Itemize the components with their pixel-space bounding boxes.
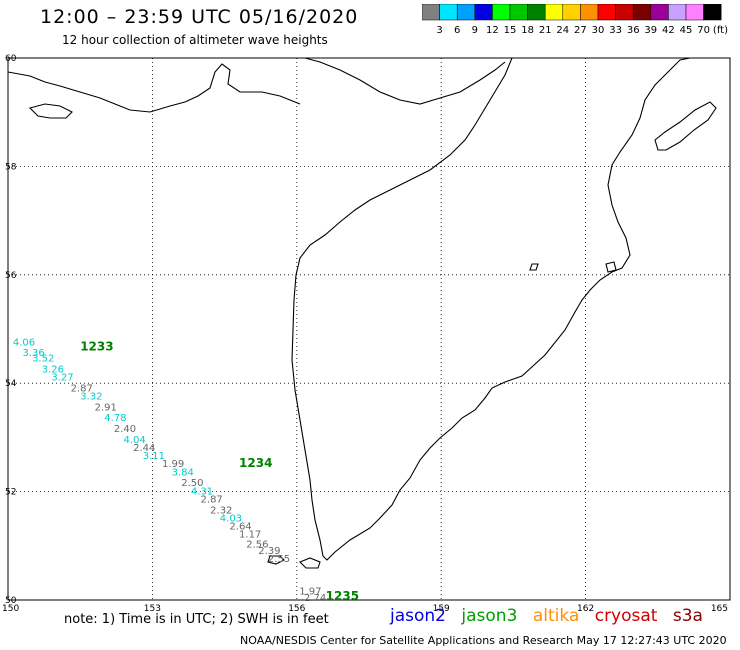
pass-labels: 1233 1234 1235 <box>80 340 359 603</box>
legend-label: 30 <box>592 25 605 36</box>
legend-label: 36 <box>627 25 640 36</box>
longitude-label: 153 <box>144 604 161 614</box>
wave-height-value: 2.32 <box>210 505 232 516</box>
legend-label: 39 <box>644 25 657 36</box>
wave-height-value: 1.17 <box>239 530 261 541</box>
satellite-s3a: s3a <box>672 606 703 626</box>
wave-height-value: 2.40 <box>114 424 136 435</box>
wave-height-value: 3.36 <box>22 348 44 359</box>
longitude-labels: 150 153 156 159 162 165 <box>2 604 728 614</box>
longitude-label: 159 <box>433 604 450 614</box>
satellite-legend: jason2 jason3 altika cryosat s3a <box>390 606 713 626</box>
pass-number: 1235 <box>326 589 359 603</box>
legend-label: 27 <box>574 25 587 36</box>
pass-number: 1233 <box>80 340 113 354</box>
footer-note: note: 1) Time is in UTC; 2) SWH is in fe… <box>64 612 329 627</box>
legend-label: 3 <box>436 25 442 36</box>
latitude-labels: 60 58 56 54 52 50 <box>5 54 17 606</box>
legend-label: 12 <box>486 25 499 36</box>
wave-height-value: 4.78 <box>104 413 126 424</box>
wave-height-value: 2.39 <box>258 546 280 557</box>
legend-label: 45 <box>680 25 693 36</box>
wave-height-value: 2.74 <box>304 593 326 604</box>
latitude-label: 50 <box>5 596 17 606</box>
longitude-label: 162 <box>577 604 594 614</box>
legend-label: 21 <box>539 25 552 36</box>
wave-height-value: 2.55 <box>268 554 290 565</box>
wave-height-legend: 3 6 9 12 15 18 21 24 27 30 33 36 39 42 45 70 (ft) <box>422 4 728 36</box>
kamchatka-west-coast <box>291 57 691 561</box>
wave-height-value: 4.03 <box>220 513 242 524</box>
wave-height-value: 4.31 <box>191 486 213 497</box>
wave-height-value: 3.27 <box>51 372 73 383</box>
longitude-label: 156 <box>288 604 305 614</box>
karaginsky-island <box>654 101 717 151</box>
pass-number: 1234 <box>239 456 272 470</box>
latitude-label: 52 <box>5 488 16 498</box>
satellite-jason3: jason3 <box>461 606 518 626</box>
wave-height-value: 2.64 <box>229 522 251 533</box>
legend-label: 9 <box>472 25 478 36</box>
latitude-label: 54 <box>5 379 17 389</box>
map-frame <box>7 57 731 601</box>
coastline <box>7 57 717 569</box>
wave-height-value: 3.84 <box>172 467 194 478</box>
satellite-altika: altika <box>532 606 580 626</box>
legend-label: 6 <box>454 25 460 36</box>
wave-height-value: 1.99 <box>162 459 184 470</box>
legend-label: 33 <box>609 25 622 36</box>
satellite-jason2: jason2 <box>390 606 446 626</box>
okhotsk-north-coast <box>7 63 301 113</box>
small-island-1 <box>529 263 539 271</box>
wave-height-track: 4.063.363.523.263.272.873.322.914.782.40… <box>13 337 326 604</box>
legend-label: 24 <box>556 25 569 36</box>
wave-height-value: 4.06 <box>13 337 35 348</box>
satellite-cryosat: cryosat <box>594 606 658 626</box>
footer-credit: NOAA/NESDIS Center for Satellite Applica… <box>240 634 727 647</box>
wave-height-value: 2.91 <box>95 402 117 413</box>
wave-height-value: 4.04 <box>124 435 146 446</box>
wave-height-value: 2.50 <box>181 478 203 489</box>
shelikhov-east <box>304 57 506 105</box>
legend-label: 70 <box>697 25 710 36</box>
tauisk-peninsula <box>28 103 73 119</box>
map-subtitle: 12 hour collection of altimeter wave hei… <box>62 33 328 47</box>
wave-height-value: 2.87 <box>71 383 93 394</box>
latitude-label: 58 <box>5 162 17 172</box>
wave-height-value: 2.44 <box>133 443 155 454</box>
wave-height-value: 3.11 <box>143 451 165 462</box>
paramushir <box>299 557 321 569</box>
graticule <box>8 58 730 600</box>
legend-label: 15 <box>504 25 517 36</box>
longitude-label: 165 <box>711 604 728 614</box>
wave-height-value: 2.87 <box>201 494 223 505</box>
onekotan <box>267 555 285 565</box>
small-island-2 <box>605 261 617 273</box>
map-title: 12:00 – 23:59 UTC 05/16/2020 <box>40 6 359 28</box>
wave-height-value: 2.56 <box>246 539 268 550</box>
latitude-label: 56 <box>5 271 17 281</box>
legend-unit: (ft) <box>713 25 728 36</box>
legend-label: 42 <box>662 25 675 36</box>
wave-height-value: 1.97 <box>299 587 321 598</box>
wave-height-value: 3.26 <box>42 364 64 375</box>
latitude-label: 60 <box>5 54 17 64</box>
legend-label: 18 <box>521 25 534 36</box>
wave-height-value: 3.32 <box>80 391 102 402</box>
legend-swatch <box>703 4 722 21</box>
longitude-label: 150 <box>2 604 19 614</box>
wave-height-value: 3.52 <box>32 354 54 365</box>
